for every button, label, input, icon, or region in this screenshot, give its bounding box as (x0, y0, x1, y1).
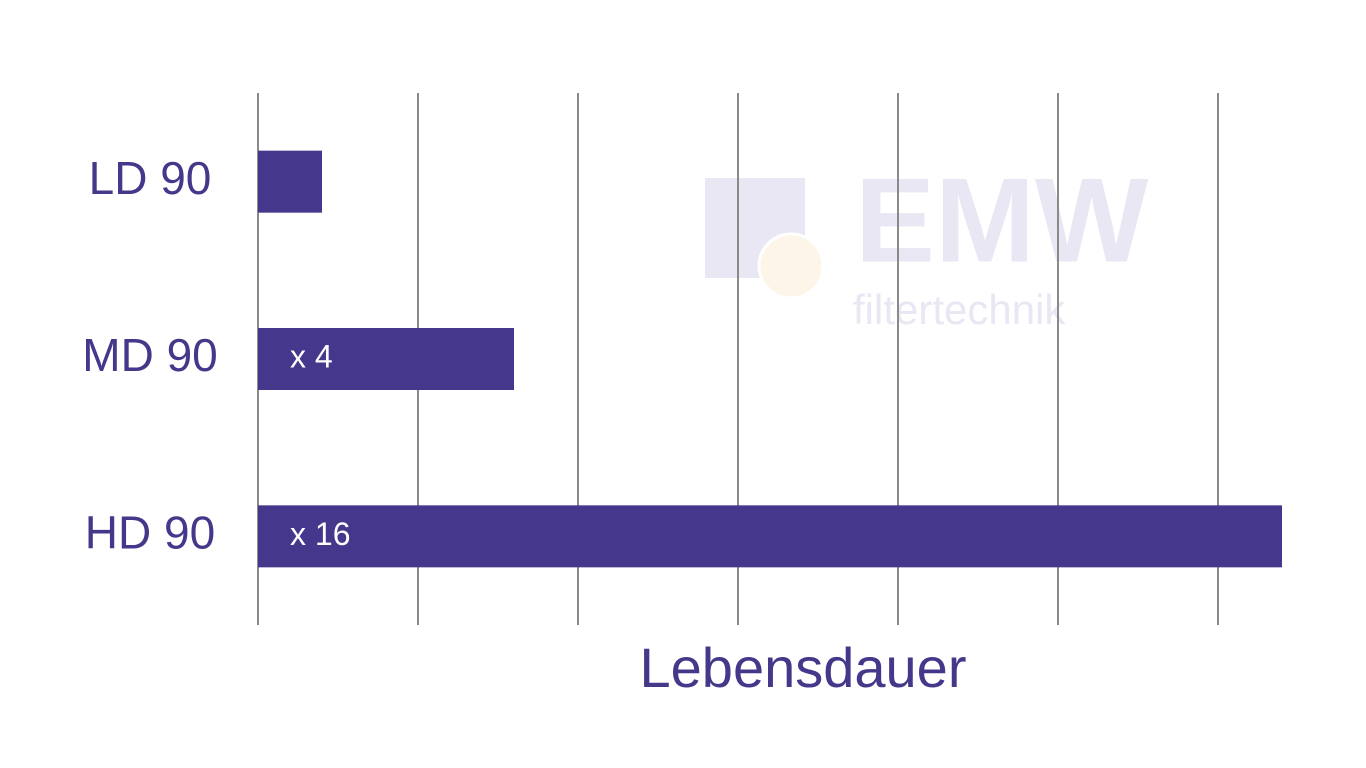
watermark-logo-dot (757, 232, 825, 300)
y-tick-label: LD 90 (89, 152, 212, 204)
watermark-tagline: filtertechnik (853, 286, 1066, 333)
watermark-logo: EMW (855, 154, 1149, 288)
y-tick-label: MD 90 (82, 329, 217, 381)
bar (258, 505, 1282, 568)
watermark: EMW filtertechnik (705, 154, 1149, 333)
bar (258, 150, 322, 213)
bar (258, 328, 514, 390)
x-axis-label: Lebensdauer (640, 636, 967, 699)
value-label: x 4 (290, 338, 333, 374)
value-label: x 16 (290, 516, 350, 552)
y-tick-label: HD 90 (85, 506, 215, 558)
